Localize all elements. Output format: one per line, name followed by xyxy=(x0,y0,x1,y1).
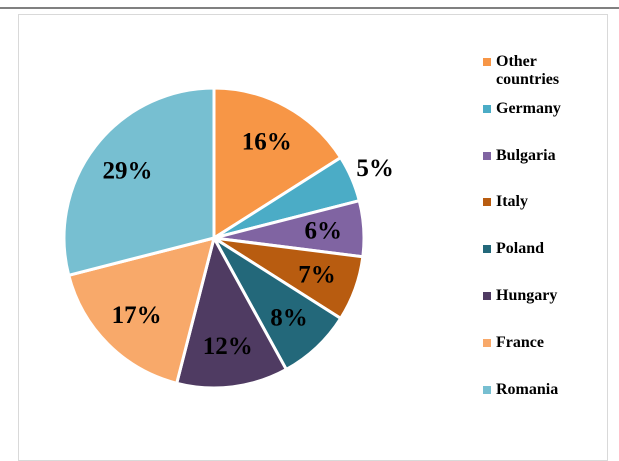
legend-label: Italy xyxy=(496,193,528,211)
pie-slice xyxy=(66,235,217,386)
data-label: 7% xyxy=(298,262,336,289)
pie-slice xyxy=(62,86,216,278)
legend-label: Bulgaria xyxy=(496,146,556,164)
legend-swatch xyxy=(483,58,491,66)
legend-item: Italy xyxy=(483,193,593,211)
legend-swatch xyxy=(483,338,491,347)
legend-label: France xyxy=(496,333,544,351)
legend-label: Germany xyxy=(496,99,561,117)
legend-swatch xyxy=(483,151,491,160)
data-label: 16% xyxy=(242,129,292,156)
legend-label: Romania xyxy=(496,380,559,398)
legend-swatch xyxy=(483,198,491,207)
legend-swatch xyxy=(483,245,491,254)
legend-item: Bulgaria xyxy=(483,147,593,165)
pie-slice xyxy=(212,86,343,241)
legend-item: France xyxy=(483,334,593,352)
pie-slice xyxy=(174,233,289,390)
data-label: 8% xyxy=(270,304,308,331)
legend-item: Other countries xyxy=(483,53,593,89)
legend-swatch xyxy=(483,292,491,300)
data-label: 5% xyxy=(356,155,394,182)
data-label: 6% xyxy=(305,218,343,245)
data-label: 12% xyxy=(203,333,253,360)
data-label: 29% xyxy=(102,157,152,184)
legend-item: Germany xyxy=(483,100,593,118)
legend-label: Other countries xyxy=(496,53,560,88)
legend-swatch xyxy=(483,385,491,394)
data-label: 17% xyxy=(112,302,162,329)
legend-item: Poland xyxy=(483,240,593,258)
legend-label: Hungary xyxy=(496,287,558,304)
legend-swatch xyxy=(483,104,491,113)
legend-item: Romania xyxy=(483,381,593,399)
legend-label: Poland xyxy=(496,240,545,258)
legend-item: Hungary xyxy=(483,287,593,305)
